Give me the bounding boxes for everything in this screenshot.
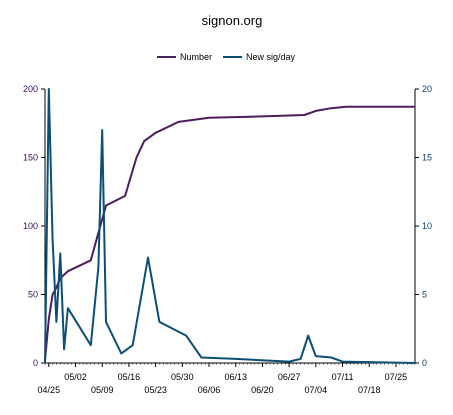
y-left-tick-label: 200	[23, 84, 38, 94]
x-tick-label: 06/13	[224, 372, 247, 382]
x-tick-label: 06/20	[251, 385, 274, 395]
x-tick-label: 07/25	[385, 372, 408, 382]
x-tick-label: 07/04	[305, 385, 328, 395]
x-tick-label: 07/11	[332, 372, 354, 382]
y-right-tick-label: 15	[422, 153, 432, 163]
y-right-tick-label: 20	[422, 84, 432, 94]
x-tick-label: 06/27	[278, 372, 301, 382]
y-left-tick-label: 150	[23, 153, 38, 163]
x-tick-label: 05/23	[144, 385, 167, 395]
y-right-tick-label: 0	[422, 358, 427, 368]
x-tick-label: 06/06	[198, 385, 221, 395]
legend-label-number: Number	[180, 52, 212, 62]
x-tick-label: 05/09	[91, 385, 114, 395]
x-tick-label: 07/18	[358, 385, 381, 395]
legend: Number New sig/day	[157, 52, 296, 62]
y-left-tick-label: 50	[28, 290, 38, 300]
legend-label-new-sig-per-day: New sig/day	[246, 52, 296, 62]
y-right-tick-label: 10	[422, 221, 432, 231]
series-line-new-sig-per-day	[44, 88, 416, 364]
y-left-tick-label: 100	[23, 221, 38, 231]
x-tick-label: 05/02	[64, 372, 87, 382]
y-left-tick-label: 0	[33, 358, 38, 368]
y-right-tick-label: 5	[422, 290, 427, 300]
chart-title: signon.org	[202, 13, 263, 28]
series-line-number	[44, 105, 415, 361]
x-tick-label: 05/16	[118, 372, 141, 382]
series-layer	[44, 88, 416, 364]
x-tick-label: 05/30	[171, 372, 194, 382]
x-tick-label: 04/25	[38, 385, 61, 395]
